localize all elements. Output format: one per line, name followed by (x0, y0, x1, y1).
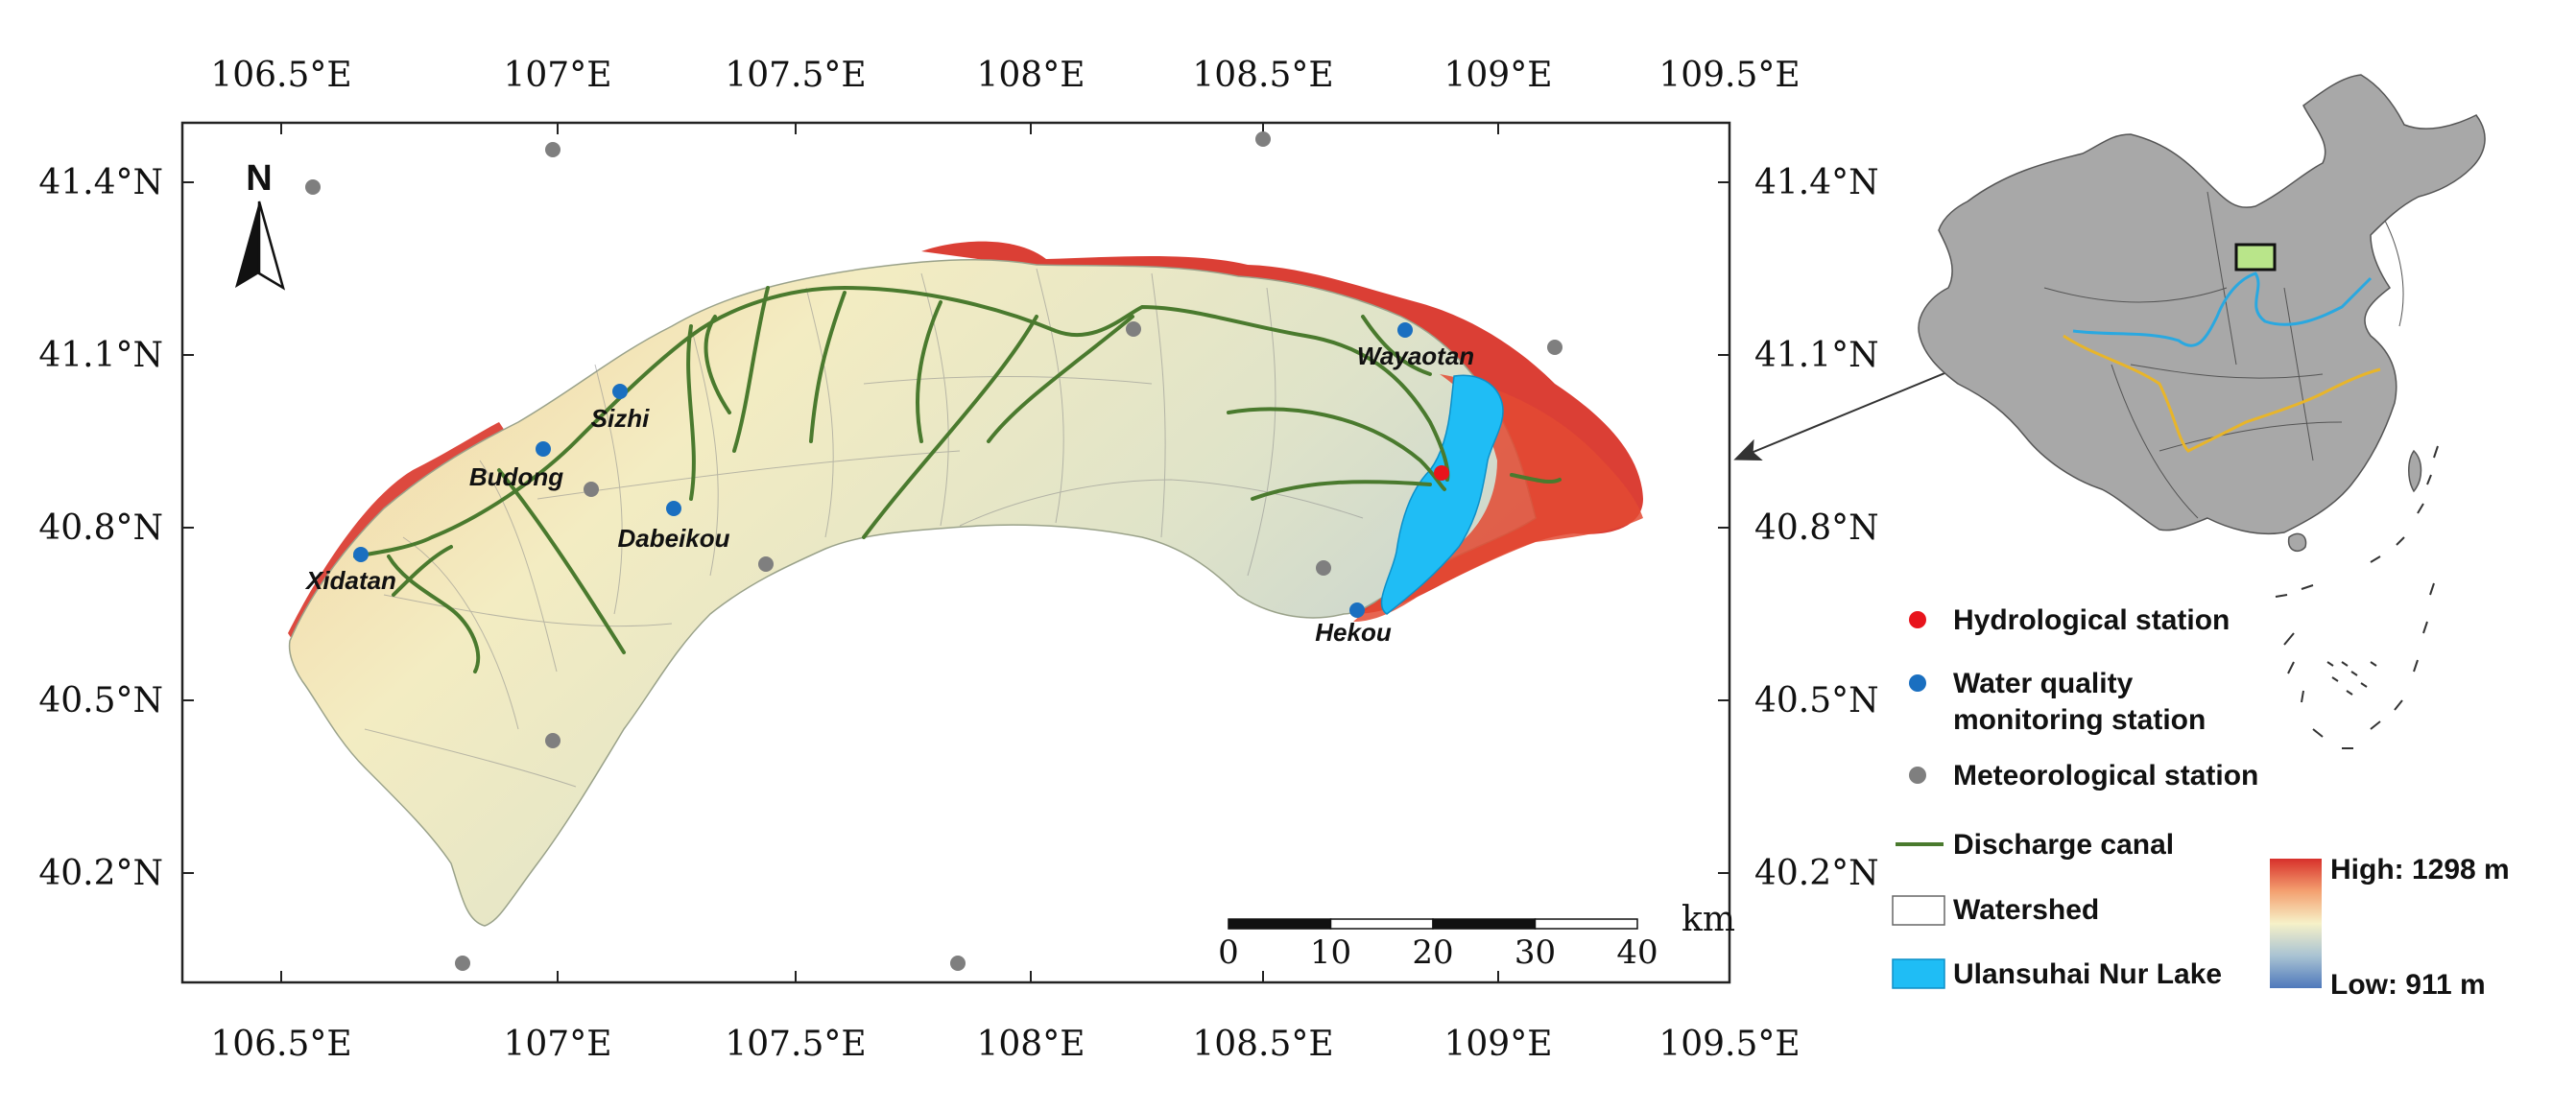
scale-tick-label: 40 (1616, 933, 1658, 972)
met-station-dot (1316, 560, 1331, 576)
lon-label-bottom: 108°E (977, 1025, 1085, 1064)
meteorological-stations (305, 131, 1562, 971)
lon-label-top: 109.5°E (1658, 56, 1800, 95)
lat-label-left: 41.1°N (38, 336, 163, 375)
lon-label-top: 108.5°E (1192, 56, 1333, 95)
wq-station-label: Wayaotan (1357, 342, 1474, 370)
north-arrow: N (235, 158, 286, 291)
wq-station-dot (1397, 322, 1413, 338)
longitude-labels-bottom: 106.5°E 107°E 107.5°E 108°E 108.5°E 109°E 109.… (210, 971, 1801, 1064)
lon-label-bottom: 106.5°E (210, 1025, 351, 1064)
legend-watershed-label: Watershed (1953, 894, 2099, 926)
wq-station-label: Budong (469, 462, 563, 491)
wq-station-dot (666, 501, 681, 516)
lon-label-bottom: 109.5°E (1658, 1025, 1800, 1064)
discharge-canals (353, 285, 1562, 673)
legend-meteorological-label: Meteorological station (1953, 760, 2258, 791)
met-station-dot (584, 482, 599, 497)
scale-unit: km (1682, 900, 1735, 939)
lat-label-right: 40.5°N (1754, 681, 1879, 720)
legend-hydro-dot (1909, 611, 1926, 628)
north-label: N (246, 158, 272, 199)
legend-lake-box (1892, 958, 1945, 989)
lat-label-left: 41.4°N (38, 163, 163, 202)
scale-bar: km 0 10 20 30 40 (1218, 900, 1735, 972)
scale-tick-label: 20 (1412, 933, 1453, 972)
legend-hydrological-label: Hydrological station (1953, 604, 2230, 636)
met-station-dot (1547, 340, 1562, 355)
lon-label-top: 108°E (977, 56, 1085, 95)
legend-elev-high-label: High: 1298 m (2330, 854, 2510, 886)
legend-lake-label: Ulansuhai Nur Lake (1953, 958, 2222, 990)
lon-label-top: 107°E (504, 56, 612, 95)
legend-met-dot (1909, 767, 1926, 784)
wq-station-dot (353, 547, 369, 562)
legend: Hydrological station Water quality monit… (1892, 604, 2510, 1001)
legend-elev-low-label: Low: 911 m (2330, 969, 2486, 1001)
legend-elevation-ramp (2270, 859, 2322, 988)
legend-discharge-label: Discharge canal (1953, 829, 2174, 861)
scale-tick-label: 0 (1218, 933, 1239, 972)
lat-label-left: 40.8°N (38, 508, 163, 548)
legend-water-quality-label-2: monitoring station (1953, 704, 2206, 736)
lon-label-bottom: 107°E (504, 1025, 612, 1064)
lon-label-bottom: 109°E (1444, 1025, 1553, 1064)
lon-label-top: 106.5°E (210, 56, 351, 95)
study-area-highlight (2234, 243, 2277, 272)
lon-label-bottom: 108.5°E (1192, 1025, 1333, 1064)
legend-watershed-box (1892, 895, 1945, 926)
wq-station-label: Xidatan (304, 566, 396, 595)
wq-station-dot (1349, 602, 1365, 618)
latitude-labels-left: 41.4°N 41.1°N 40.8°N 40.5°N 40.2°N (38, 163, 194, 893)
longitude-labels-top: 106.5°E 107°E 107.5°E 108°E 108.5°E 109°E 109.… (210, 56, 1801, 134)
met-station-dot (950, 956, 966, 971)
wq-station-dot (612, 384, 628, 399)
legend-water-quality-label-1: Water quality (1953, 668, 2134, 699)
wq-station-label: Sizhi (591, 404, 650, 433)
basin-elevation-raster (288, 241, 1643, 927)
lon-label-top: 109°E (1444, 56, 1553, 95)
china-inset-map (1918, 74, 2486, 749)
met-station-dot (758, 556, 774, 572)
met-station-dot (1126, 321, 1141, 337)
wq-station-label: Hekou (1315, 618, 1392, 647)
met-station-dot (305, 179, 321, 195)
hydrological-station-dot (1434, 465, 1449, 481)
lat-label-right: 40.8°N (1754, 508, 1879, 548)
met-station-dot (1255, 131, 1271, 147)
wq-station-dot (536, 441, 551, 457)
met-station-dot (455, 956, 470, 971)
ulansuhai-nur-lake (1380, 374, 1504, 615)
lat-label-right: 40.2°N (1754, 854, 1879, 893)
met-station-dot (545, 733, 561, 748)
lon-label-top: 107.5°E (725, 56, 866, 95)
scale-tick-label: 10 (1310, 933, 1351, 972)
lat-label-left: 40.2°N (38, 854, 163, 893)
legend-wq-dot (1909, 674, 1926, 692)
scale-tick-label: 30 (1515, 933, 1556, 972)
water-quality-stations: Wayaotan Sizhi Budong Dabeikou Xidatan Hekou (304, 322, 1474, 647)
met-station-dot (545, 142, 561, 157)
lon-label-bottom: 107.5°E (725, 1025, 866, 1064)
wq-station-label: Dabeikou (617, 524, 729, 553)
lat-label-right: 41.1°N (1754, 336, 1879, 375)
lat-label-right: 41.4°N (1754, 163, 1879, 202)
lat-label-left: 40.5°N (38, 681, 163, 720)
latitude-labels-right: 41.4°N 41.1°N 40.8°N 40.5°N 40.2°N (1718, 163, 1879, 893)
